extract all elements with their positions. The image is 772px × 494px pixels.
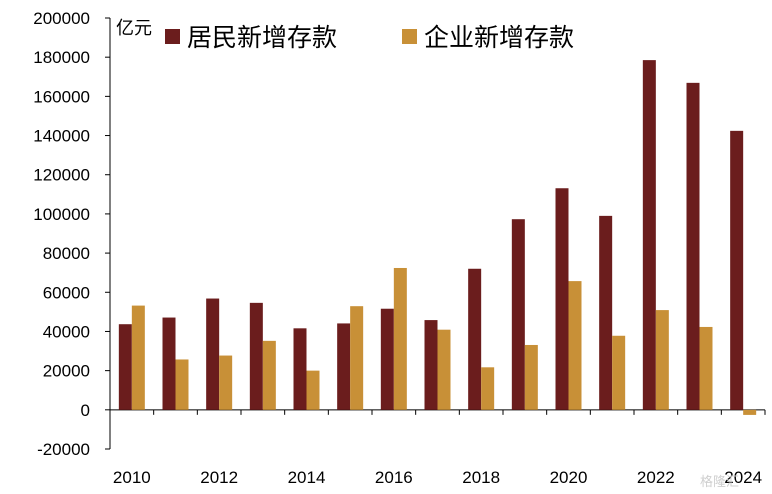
bar-enterprise-2014 [306, 370, 320, 410]
x-tick-label: 2022 [637, 468, 675, 487]
y-tick-label: 180000 [33, 48, 90, 67]
y-unit-label: 亿元 [116, 18, 152, 39]
x-tick-label: 2018 [462, 468, 500, 487]
bar-resident-2015 [337, 323, 351, 410]
x-tick-label: 2014 [288, 468, 326, 487]
bar-enterprise-2010 [131, 305, 145, 410]
bar-enterprise-2024 [743, 409, 757, 415]
bar-resident-2019 [511, 219, 525, 410]
y-tick-label: 60000 [43, 283, 90, 302]
bar-resident-2024 [730, 130, 744, 410]
y-tick-label: 200000 [33, 9, 90, 28]
bar-enterprise-2017 [437, 329, 451, 410]
x-tick-label: 2024 [724, 468, 762, 487]
bar-resident-2023 [686, 82, 700, 410]
y-tick-label: 120000 [33, 166, 90, 185]
legend-swatch-enterprise [402, 29, 417, 44]
bar-enterprise-2013 [262, 340, 276, 410]
bar-resident-2017 [424, 320, 438, 410]
y-tick-label: 140000 [33, 127, 90, 146]
legend: 居民新增存款 企业新增存款 [165, 23, 574, 52]
legend-label-resident: 居民新增存款 [187, 23, 337, 52]
bar-enterprise-2018 [481, 367, 495, 410]
bar-enterprise-2021 [612, 335, 626, 410]
bar-resident-2021 [599, 215, 613, 410]
x-tick-label: 2012 [200, 468, 238, 487]
y-tick-label: 80000 [43, 244, 90, 263]
watermark: 格隆汇 [700, 474, 739, 490]
bar-enterprise-2011 [175, 359, 189, 410]
bar-enterprise-2012 [219, 355, 233, 410]
bar-resident-2012 [206, 298, 220, 410]
y-tick-label: 40000 [43, 322, 90, 341]
bar-enterprise-2015 [350, 306, 364, 410]
bar-enterprise-2022 [655, 310, 669, 410]
y-tick-label: 20000 [43, 362, 90, 381]
y-tick-label: 0 [81, 401, 90, 420]
bar-enterprise-2020 [568, 281, 582, 410]
bar-resident-2022 [642, 60, 656, 410]
legend-swatch-resident [165, 29, 180, 44]
tick-labels: -20000 0 20000 40000 60000 80000 100000 120000 1… [33, 9, 762, 487]
bar-enterprise-2016 [393, 267, 407, 410]
bar-resident-2011 [162, 317, 176, 410]
bar-resident-2018 [468, 268, 482, 410]
x-tick-label: 2020 [550, 468, 588, 487]
bar-resident-2010 [118, 324, 132, 410]
y-tick-label: 100000 [33, 205, 90, 224]
bar-resident-2016 [380, 308, 394, 410]
y-tick-label: 160000 [33, 87, 90, 106]
bar-resident-2014 [293, 328, 307, 410]
bars [118, 60, 757, 415]
legend-label-enterprise: 企业新增存款 [424, 23, 574, 52]
bar-enterprise-2019 [524, 344, 538, 410]
bar-resident-2020 [555, 188, 569, 410]
bar-enterprise-2023 [699, 326, 713, 410]
y-tick-label: -20000 [37, 440, 90, 459]
x-tick-label: 2016 [375, 468, 413, 487]
x-tick-label: 2010 [113, 468, 151, 487]
bar-resident-2013 [249, 302, 263, 410]
